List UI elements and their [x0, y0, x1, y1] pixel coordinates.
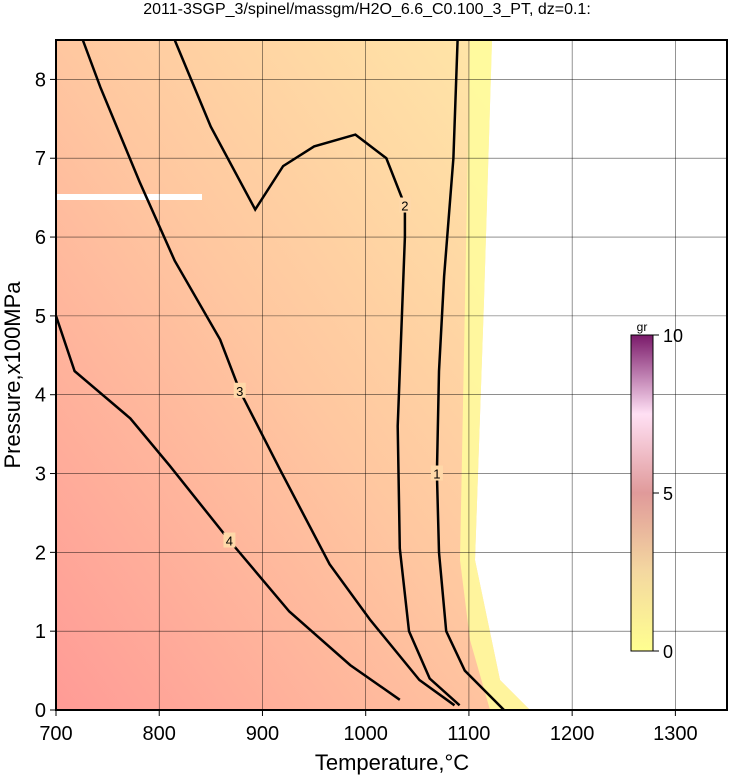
contour-line	[173, 39, 461, 707]
contour-line	[54, 315, 401, 701]
x-tick-label: 900	[246, 723, 279, 745]
y-tick-label: 7	[35, 148, 46, 170]
y-tick-label: 4	[35, 385, 46, 407]
contour-label-bg	[398, 197, 411, 213]
x-tick-label: 1300	[653, 723, 698, 745]
colorbar	[630, 334, 654, 652]
colorbar-tick-label: 5	[663, 484, 673, 504]
y-tick-label: 5	[35, 306, 46, 328]
field-fill	[56, 40, 530, 710]
y-tick-label: 2	[35, 542, 46, 564]
contour-label: 2	[401, 199, 408, 214]
colorbar-tick-label: 0	[663, 642, 673, 662]
contour-label-bg	[223, 532, 236, 548]
contour-label: 3	[236, 384, 243, 399]
x-tick-label: 1000	[343, 723, 388, 745]
x-axis-label: Temperature,°C	[315, 750, 469, 775]
plot-frame	[55, 39, 728, 711]
x-tick-label: 1100	[447, 723, 490, 745]
x-tick-label: 800	[143, 723, 176, 745]
contour-label: 1	[433, 467, 440, 482]
y-tick-label: 3	[35, 464, 46, 486]
colorbar-label: gr	[637, 320, 648, 334]
x-tick-label: 700	[39, 723, 72, 745]
contour-label: 4	[226, 534, 233, 549]
contour-label-bg	[233, 382, 246, 398]
x-tick-label: 1200	[550, 723, 595, 745]
y-tick-label: 1	[35, 621, 46, 643]
y-tick-label: 6	[35, 227, 46, 249]
field-edge	[460, 40, 530, 710]
chart-title: 2011-3SGP_3/spinel/massgm/H2O_6.6_C0.100…	[143, 1, 591, 18]
y-tick-label: 8	[35, 69, 46, 91]
contour-label-bg	[430, 465, 443, 481]
colorbar-tick-label: 10	[663, 326, 683, 346]
y-tick-label: 0	[35, 700, 46, 722]
white-bar	[56, 194, 202, 200]
y-axis-label: Pressure,x100MPa	[0, 281, 25, 469]
